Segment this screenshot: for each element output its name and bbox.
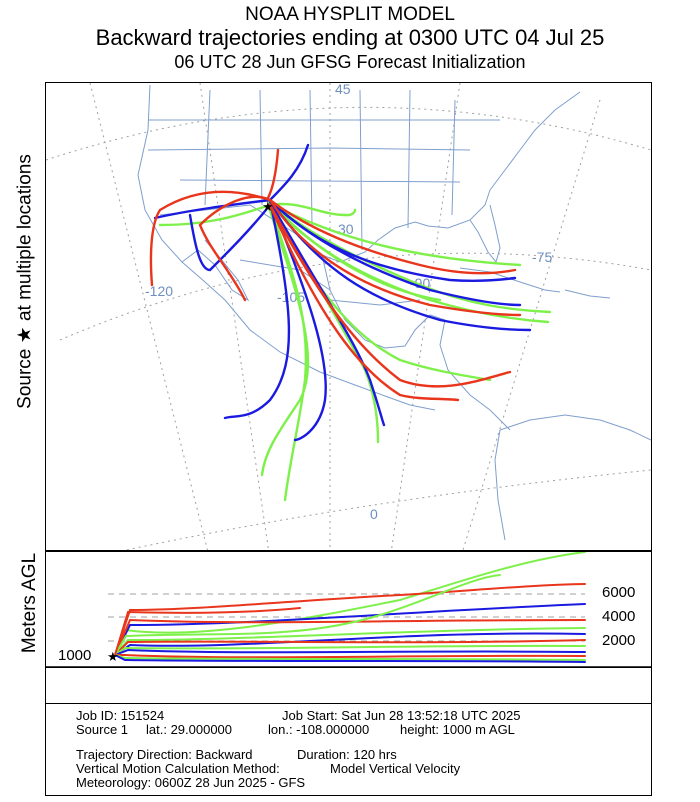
source-name: Source 1 <box>76 722 129 737</box>
height-panel-content <box>108 552 586 663</box>
trajectory-red-4 <box>268 203 460 402</box>
map-panel <box>45 82 652 551</box>
lon-m75-label: -75 <box>532 249 552 265</box>
source-lat: lat.: 29.000000 <box>146 722 233 737</box>
lat-45-label: 45 <box>335 81 351 97</box>
info-panel: Job ID: 151524 Job Start: Sat Jun 28 13:… <box>45 704 652 796</box>
trajectory-blue-7 <box>268 143 310 202</box>
trajectory-green-7 <box>268 203 308 502</box>
trajectory-red-1 <box>268 198 517 275</box>
map-trajectories <box>149 143 552 502</box>
source-height: height: 1000 m AGL <box>400 722 515 737</box>
height-panel <box>45 551 652 668</box>
coastlines <box>137 84 651 541</box>
trajectory-green-10 <box>158 203 272 227</box>
star-icon: ★ <box>107 650 119 665</box>
trajectory-direction: Trajectory Direction: Backward <box>76 747 253 762</box>
tick-4000: 4000 <box>602 608 636 625</box>
star-icon: ★ <box>262 200 274 215</box>
page-title: NOAA HYSPLIT MODEL <box>245 4 455 25</box>
lon-m105-label: -105 <box>277 289 305 305</box>
vertical-value: Model Vertical Velocity <box>330 761 461 776</box>
trajectory-red-7 <box>266 148 280 200</box>
trajectory-red-6 <box>198 195 272 302</box>
source-lon: lon.: -108.000000 <box>268 722 370 737</box>
tick-1000: 1000 <box>58 647 92 664</box>
trajectory-green-3 <box>266 200 522 267</box>
job-start: Job Start: Sat Jun 28 13:52:18 UTC 2025 <box>282 708 521 723</box>
trajectory-green-1 <box>268 198 552 314</box>
trajectory-red-8 <box>268 203 342 322</box>
vertical-method: Vertical Motion Calculation Method: <box>76 761 280 776</box>
trajectory-blue-3 <box>223 198 291 420</box>
trajectory-green-6 <box>268 202 357 217</box>
duration: Duration: 120 hrs <box>297 747 397 762</box>
trajectory-blue-2 <box>268 198 532 332</box>
trajectory-blue-8 <box>188 203 272 272</box>
trajectory-blue-9 <box>268 198 517 283</box>
trajectory-blue-4 <box>270 203 327 442</box>
trajectory-red-2 <box>268 198 522 317</box>
trajectory-green-4 <box>260 203 310 477</box>
job-id: Job ID: 151524 <box>76 708 165 723</box>
page-subtitle: Backward trajectories ending at 0300 UTC… <box>95 25 605 50</box>
tick-2000: 2000 <box>602 632 636 649</box>
trajectory-blue-6 <box>153 198 272 220</box>
lat-0-label: 0 <box>370 506 378 522</box>
trajectory-red-5 <box>149 190 272 287</box>
lon-m120-label: -120 <box>145 283 173 299</box>
blank-strip <box>45 668 652 704</box>
meteorology: Meteorology: 0600Z 28 Jun 2025 - GFS <box>76 775 306 790</box>
init-line: 06 UTC 28 Jun GFSG Forecast Initializati… <box>174 52 526 72</box>
trajectory-green-9 <box>273 208 442 302</box>
tick-6000: 6000 <box>602 584 636 601</box>
trajectory-blue-5 <box>270 203 386 427</box>
